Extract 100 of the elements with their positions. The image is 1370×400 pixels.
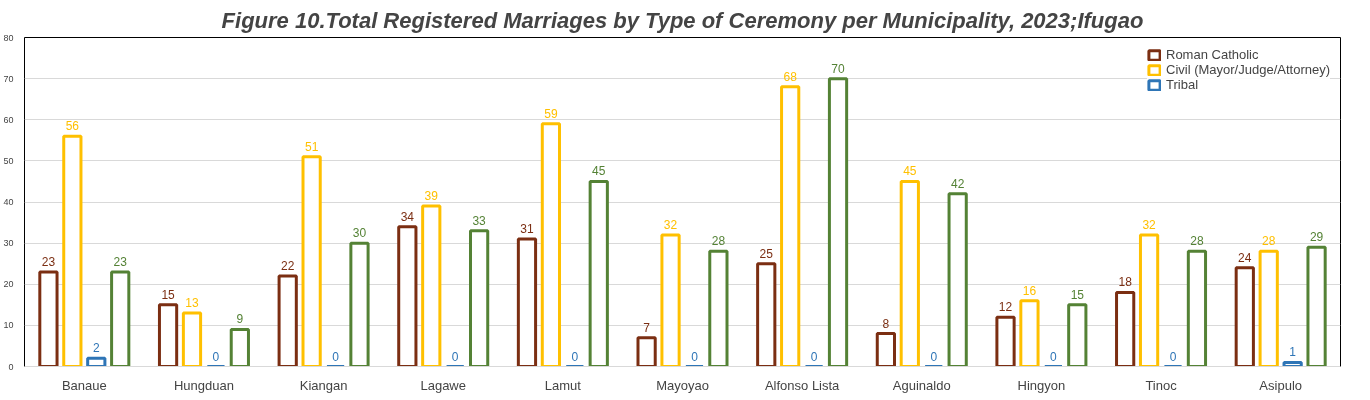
- bar: [1067, 303, 1088, 367]
- data-label: 28: [1262, 234, 1276, 249]
- x-tick-label: Hingyon: [1017, 377, 1066, 393]
- bar: [875, 332, 896, 367]
- data-label: 9: [236, 312, 244, 327]
- bar: [181, 311, 203, 367]
- x-tick-label: Alfonso Lista: [764, 377, 841, 393]
- data-label: 0: [691, 349, 699, 364]
- y-tick-label: 40: [3, 197, 14, 207]
- data-label: 16: [1022, 283, 1037, 298]
- data-label: 7: [643, 320, 651, 335]
- bar: [995, 315, 1016, 367]
- data-label: 34: [400, 209, 415, 224]
- legend-label: Roman Catholic: [1166, 47, 1259, 62]
- data-label: 18: [1118, 275, 1133, 290]
- bar: [1234, 266, 1255, 367]
- y-tick-label: 30: [3, 238, 14, 249]
- y-tick-label: 20: [3, 279, 14, 290]
- bar: [708, 249, 729, 367]
- bar: [1115, 290, 1136, 367]
- data-label: 23: [41, 254, 56, 269]
- bar: [1019, 299, 1040, 367]
- data-label: 23: [113, 254, 128, 269]
- x-tick-label: Aguinaldo: [892, 377, 951, 393]
- data-label: 70: [831, 61, 846, 76]
- bar: [38, 270, 59, 367]
- y-tick-label: 70: [3, 73, 14, 84]
- bar: [516, 237, 538, 367]
- data-label: 31: [520, 222, 534, 237]
- bar: [277, 274, 298, 367]
- data-label: 39: [424, 189, 439, 204]
- bar: [827, 77, 849, 367]
- data-label: 8: [882, 316, 890, 331]
- data-label: 68: [783, 69, 798, 84]
- data-label: 2: [92, 341, 100, 356]
- data-label: 45: [903, 164, 917, 179]
- data-label: 0: [1169, 349, 1177, 364]
- data-label: 15: [161, 287, 176, 302]
- data-label: 32: [1142, 217, 1157, 232]
- data-label: 56: [65, 119, 80, 134]
- bar: [660, 233, 681, 367]
- data-label: 0: [1050, 349, 1058, 364]
- bar: [157, 303, 179, 367]
- legend-label: Civil (Mayor/Judge/Attorney): [1166, 62, 1330, 77]
- bar: [110, 270, 131, 367]
- data-label: 0: [810, 349, 818, 364]
- data-label: 32: [663, 217, 678, 232]
- data-label: 24: [1238, 250, 1252, 265]
- bar: [756, 262, 777, 367]
- bar: [636, 336, 657, 367]
- bar: [421, 204, 442, 367]
- data-label: 28: [1190, 234, 1204, 249]
- chart-title: Figure 10.Total Registered Marriages by Type of Ceremony per Municipality, 2023;Ifugao: [221, 7, 1144, 33]
- data-label: 29: [1309, 230, 1324, 245]
- bar: [899, 179, 920, 367]
- bar: [540, 122, 562, 367]
- x-tick-label: Kiangan: [299, 377, 348, 393]
- x-tick-label: Banaue: [61, 377, 107, 393]
- data-label: 59: [544, 106, 558, 121]
- bar: [1138, 233, 1160, 367]
- bar: [349, 241, 370, 367]
- data-label: 12: [998, 300, 1013, 315]
- data-label: 33: [472, 213, 487, 228]
- data-label: 22: [281, 259, 295, 274]
- bar: [588, 179, 609, 367]
- bar: [1306, 245, 1327, 367]
- y-tick-label: 50: [3, 155, 14, 166]
- bar: [469, 229, 490, 367]
- data-label: 15: [1070, 287, 1085, 302]
- x-tick-label: Mayoyao: [656, 377, 709, 393]
- data-label: 0: [930, 349, 938, 364]
- bar: [301, 155, 322, 367]
- x-tick-label: Lagawe: [420, 377, 467, 393]
- data-label: 1: [1289, 345, 1297, 360]
- bar: [397, 225, 418, 367]
- y-tick-label: 60: [3, 114, 14, 125]
- x-tick-label: Asipulo: [1259, 377, 1302, 393]
- data-label: 0: [451, 349, 459, 364]
- bar: [229, 327, 250, 367]
- y-tick-label: 0: [8, 361, 14, 372]
- x-tick-label: Tinoc: [1145, 377, 1178, 393]
- data-label: 25: [759, 246, 774, 261]
- data-label: 30: [352, 226, 367, 241]
- bar: [947, 192, 968, 367]
- data-label: 42: [950, 176, 965, 191]
- data-label: 51: [304, 139, 319, 154]
- data-label: 13: [185, 296, 199, 311]
- data-label: 0: [571, 349, 579, 364]
- legend-label: Tribal: [1166, 77, 1199, 92]
- y-tick-label: 10: [3, 320, 14, 331]
- x-tick-label: Lamut: [544, 377, 582, 393]
- data-label: 45: [592, 164, 606, 179]
- data-label: 0: [332, 349, 340, 364]
- data-label: 28: [711, 234, 726, 249]
- data-label: 0: [212, 349, 220, 364]
- bar: [1258, 249, 1279, 367]
- x-tick-label: Hungduan: [173, 377, 234, 393]
- bar: [1186, 249, 1208, 367]
- y-tick-label: 80: [3, 32, 14, 43]
- bar: [780, 85, 801, 367]
